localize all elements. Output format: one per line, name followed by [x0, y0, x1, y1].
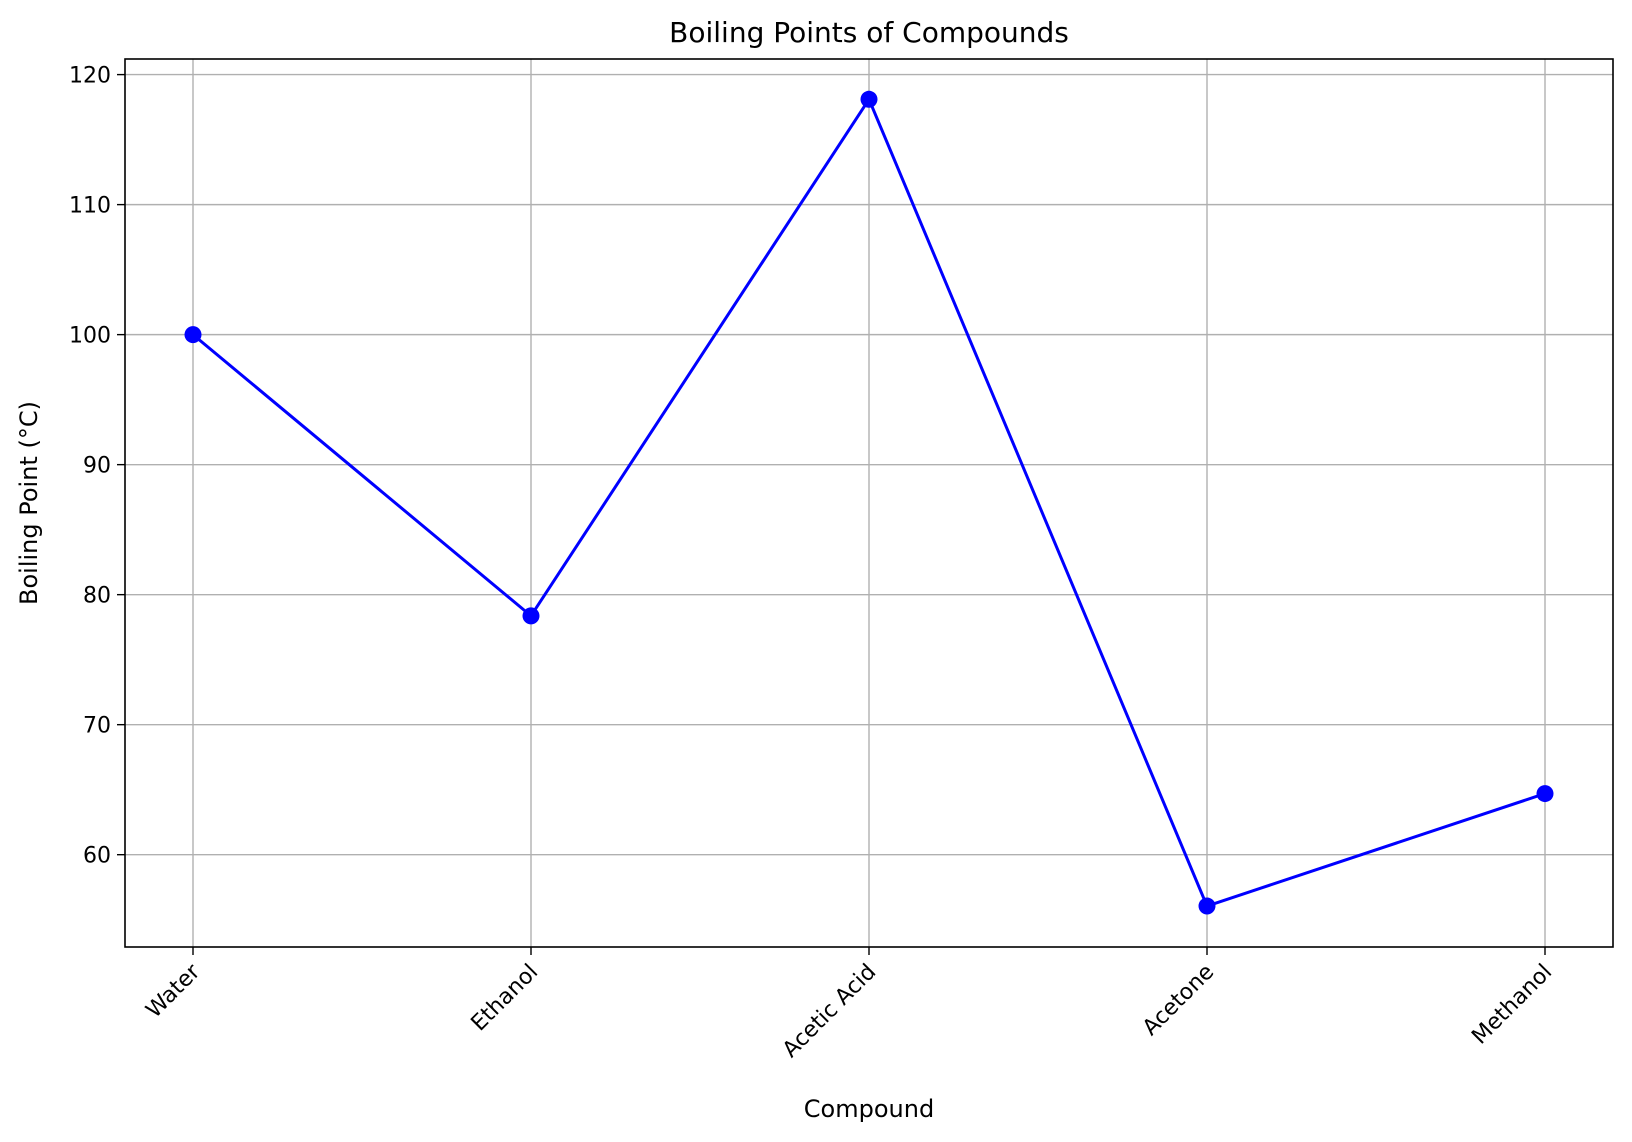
y-tick-label: 70 [83, 714, 111, 739]
y-tick-label: 90 [83, 454, 111, 479]
y-tick-label: 80 [83, 584, 111, 609]
y-tick-label: 120 [69, 64, 111, 89]
chart-title: Boiling Points of Compounds [669, 16, 1069, 49]
y-tick-label: 100 [69, 324, 111, 349]
data-point-methanol [1536, 785, 1554, 803]
grid [125, 59, 1613, 947]
data-point-acetone [1198, 897, 1216, 915]
y-tick-label: 110 [69, 194, 111, 219]
x-axis-label: Compound [804, 1095, 934, 1123]
data-point-ethanol [522, 607, 540, 625]
y-axis-label: Boiling Point (°C) [15, 401, 43, 605]
data-point-acetic-acid [860, 90, 878, 108]
data-point-water [184, 326, 202, 344]
series-layer [184, 90, 1554, 915]
y-tick-label: 60 [83, 844, 111, 869]
